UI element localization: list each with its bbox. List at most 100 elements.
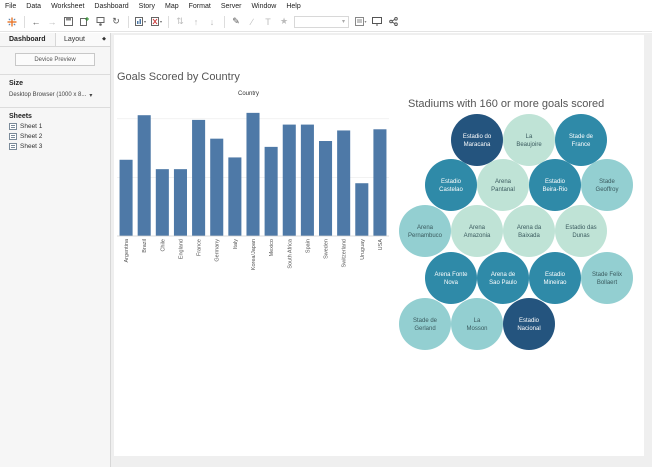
divider — [0, 107, 110, 108]
bubble-label: France — [572, 142, 591, 148]
tableau-logo-icon[interactable] — [6, 15, 18, 29]
device-preview-button[interactable]: Device Preview — [15, 53, 95, 66]
bar-chart[interactable]: Argentina Brazil Chile England France Germany… — [114, 99, 392, 279]
fit-dropdown[interactable]: ▾ — [294, 15, 349, 28]
save-icon[interactable] — [62, 15, 74, 29]
bar-south-africa[interactable] — [282, 124, 296, 236]
bar-x-header: Country — [238, 91, 260, 97]
menu-map[interactable]: Map — [165, 2, 179, 10]
menu-worksheet[interactable]: Worksheet — [51, 2, 85, 10]
bubble-label: Stade de — [569, 134, 594, 140]
refresh-icon[interactable]: ↻ — [112, 16, 120, 26]
bubble-arena-fonte-nova[interactable] — [425, 252, 477, 304]
bar-england[interactable] — [173, 169, 187, 236]
menu-help[interactable]: Help — [286, 2, 301, 10]
bubble-label: Stade Felix — [592, 272, 622, 278]
menu-story[interactable]: Story — [138, 2, 156, 10]
bar-chile[interactable] — [155, 169, 169, 236]
bubble-chart[interactable]: Estadio do Maracana La Beaujoire Stade de Fra… — [399, 113, 640, 363]
highlight-icon[interactable]: ✎ — [232, 16, 240, 26]
bubble-label: Pernambuco — [408, 233, 443, 239]
pause-updates-icon[interactable] — [94, 15, 106, 29]
x-tick-label: Switzerland — [342, 239, 348, 267]
bubble-label: Nova — [444, 280, 459, 286]
redo-icon[interactable]: → — [47, 16, 57, 27]
share-icon[interactable] — [387, 15, 399, 29]
bubble-arena-pernambuco[interactable] — [399, 205, 451, 257]
bubble-la-mosson[interactable] — [451, 298, 503, 350]
size-value: Desktop Browser (1000 x 8... — [9, 92, 87, 98]
sheet-item-2[interactable]: Sheet 2 — [0, 130, 110, 140]
group-icon[interactable]: ∕ — [251, 16, 253, 27]
bubble-label: Castelao — [439, 187, 463, 193]
bar-argentina[interactable] — [119, 159, 133, 236]
sort-descending-icon[interactable]: ↓ — [209, 16, 215, 27]
bar-uruguay[interactable] — [355, 183, 369, 236]
bubble-label: Maracana — [464, 142, 491, 148]
sort-ascending-icon[interactable]: ↑ — [193, 16, 199, 27]
pin-icon[interactable]: ★ — [279, 16, 289, 26]
bubble-stade-felix-bollaert[interactable] — [581, 252, 633, 304]
x-tick-label: Germany — [215, 239, 221, 262]
menu-file[interactable]: File — [5, 2, 17, 10]
bubble-estadio-mineirao[interactable] — [529, 252, 581, 304]
bubble-stade-de-france[interactable] — [555, 114, 607, 166]
bar-korea-japan[interactable] — [246, 112, 260, 236]
tab-dashboard[interactable]: Dashboard — [9, 36, 46, 43]
bar-brazil[interactable] — [137, 115, 151, 236]
bubble-estadio-das-dunas[interactable] — [555, 205, 607, 257]
menu-window[interactable]: Window — [251, 2, 277, 10]
bubble-estadio-castelao[interactable] — [425, 159, 477, 211]
toolbar-separator — [128, 15, 129, 28]
bubble-stade-geoffroy[interactable] — [581, 159, 633, 211]
bubble-arena-de-sao-paulo[interactable] — [477, 252, 529, 304]
bubble-stade-de-gerland[interactable] — [399, 298, 451, 350]
sheet-item-3[interactable]: Sheet 3 — [0, 140, 110, 150]
swap-icon[interactable]: ⇅ — [176, 16, 184, 26]
bubble-label: Arena — [469, 225, 486, 231]
bar-chart-title: Goals Scored by Country — [117, 71, 240, 83]
sheet-label: Sheet 3 — [20, 143, 43, 150]
bar-mexico[interactable] — [264, 146, 278, 236]
x-tick-label: Spain — [305, 239, 311, 253]
bar-usa[interactable] — [373, 129, 387, 236]
new-sheet-icon[interactable] — [134, 15, 146, 29]
bubble-la-beaujoire[interactable] — [503, 114, 555, 166]
bubble-estadio-nacional[interactable] — [503, 298, 555, 350]
bar-spain[interactable] — [300, 124, 314, 236]
bar-france[interactable] — [192, 119, 206, 236]
bubble-label: Baixada — [518, 233, 540, 239]
bubble-arena-amazonia[interactable] — [451, 205, 503, 257]
bubble-arena-pantanal[interactable] — [477, 159, 529, 211]
menu-format[interactable]: Format — [188, 2, 211, 10]
label-icon[interactable]: T — [265, 16, 271, 27]
undo-icon[interactable]: ← — [31, 16, 41, 27]
bar-switzerland[interactable] — [337, 130, 351, 236]
bubble-label: Pantanal — [491, 187, 515, 193]
menu-server[interactable]: Server — [220, 2, 242, 10]
bar-italy[interactable] — [228, 157, 242, 236]
toolbar-separator — [24, 15, 25, 28]
x-tick-label: Sweden — [324, 239, 330, 259]
size-dropdown[interactable]: Desktop Browser (1000 x 8... ▾ — [0, 87, 110, 99]
tab-layout[interactable]: Layout ◆ — [54, 33, 110, 46]
bar-germany[interactable] — [210, 138, 224, 236]
dashboard-pane: Dashboard Layout ◆ Device Preview Size D… — [0, 33, 111, 467]
presentation-mode-icon[interactable] — [371, 15, 383, 29]
dashboard-canvas: Goals Scored by Country Country Argentin… — [111, 33, 652, 467]
sheets-title: Sheets — [9, 113, 32, 120]
menu-data[interactable]: Data — [26, 2, 42, 10]
new-data-source-icon[interactable] — [78, 15, 90, 29]
bubble-estadio-beira-rio[interactable] — [529, 159, 581, 211]
bubble-label: Sao Paulo — [489, 280, 517, 286]
bubble-estadio-do-maracana[interactable] — [451, 114, 503, 166]
bar-sweden[interactable] — [319, 141, 333, 236]
bubble-arena-da-baixada[interactable] — [503, 205, 555, 257]
menu-dashboard[interactable]: Dashboard — [94, 2, 129, 10]
sheet-item-1[interactable]: Sheet 1 — [0, 120, 110, 130]
show-cards-icon[interactable] — [355, 15, 367, 29]
sheet-label: Sheet 1 — [20, 123, 43, 130]
bubble-label: Stade — [599, 179, 615, 185]
clear-sheet-icon[interactable] — [150, 15, 162, 29]
